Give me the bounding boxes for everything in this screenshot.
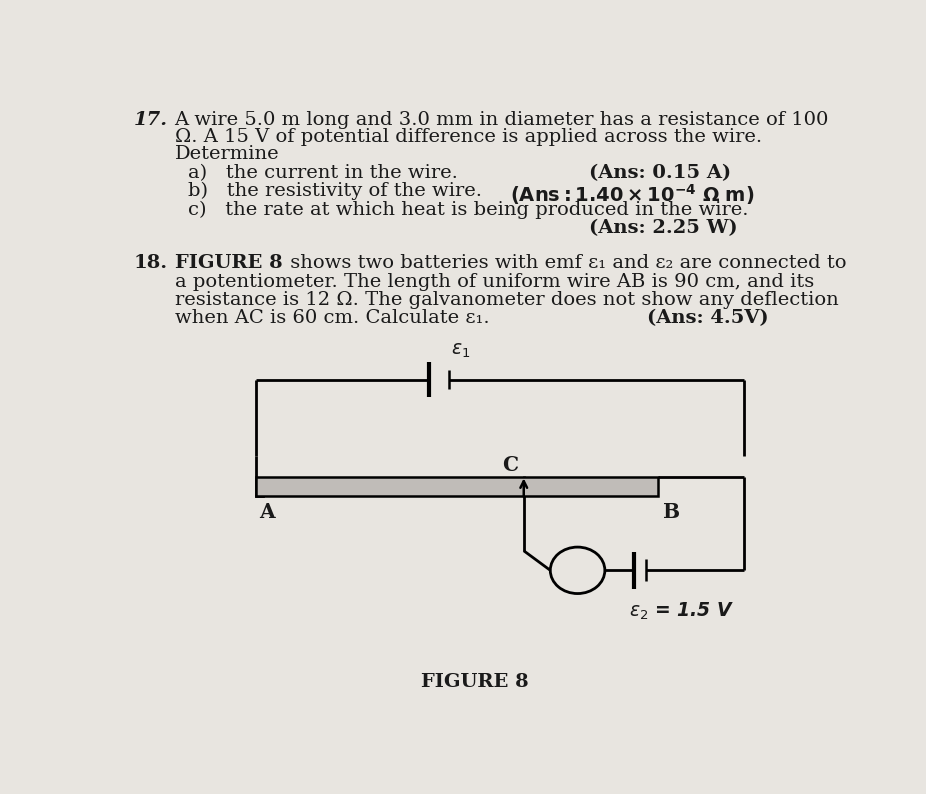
Text: a potentiometer. The length of uniform wire AB is 90 cm, and its: a potentiometer. The length of uniform w… <box>175 272 814 291</box>
Text: Ω. A 15 V of potential difference is applied across the wire.: Ω. A 15 V of potential difference is app… <box>175 128 762 145</box>
Bar <box>256 477 657 495</box>
Text: FIGURE 8: FIGURE 8 <box>420 673 529 691</box>
Text: b)   the resistivity of the wire.: b) the resistivity of the wire. <box>187 182 482 200</box>
Text: (Ans: 4.5V): (Ans: 4.5V) <box>646 310 769 327</box>
Text: 18.: 18. <box>133 254 168 272</box>
Text: C: C <box>502 455 519 475</box>
Text: c)   the rate at which heat is being produced in the wire.: c) the rate at which heat is being produ… <box>187 200 748 218</box>
Text: Determine: Determine <box>175 145 280 163</box>
Text: B: B <box>663 502 681 522</box>
Text: 17.: 17. <box>133 110 168 129</box>
Text: (Ans: 2.25 W): (Ans: 2.25 W) <box>590 219 738 237</box>
Text: when AC is 60 cm. Calculate ε₁.: when AC is 60 cm. Calculate ε₁. <box>175 310 489 327</box>
Text: FIGURE 8: FIGURE 8 <box>175 254 282 272</box>
Text: $\mathbf{(Ans: 1.40 \times 10^{-4}\ \Omega\ m)}$: $\mathbf{(Ans: 1.40 \times 10^{-4}\ \Ome… <box>510 182 755 207</box>
Text: a)   the current in the wire.: a) the current in the wire. <box>187 164 457 182</box>
Text: $\varepsilon_1$: $\varepsilon_1$ <box>451 341 470 360</box>
Text: shows two batteries with emf ε₁ and ε₂ are connected to: shows two batteries with emf ε₁ and ε₂ a… <box>284 254 847 272</box>
Text: (Ans: 0.15 A): (Ans: 0.15 A) <box>590 164 732 182</box>
Text: resistance is 12 Ω. The galvanometer does not show any deflection: resistance is 12 Ω. The galvanometer doe… <box>175 291 838 309</box>
Text: A wire 5.0 m long and 3.0 mm in diameter has a resistance of 100: A wire 5.0 m long and 3.0 mm in diameter… <box>175 110 829 129</box>
Text: A: A <box>259 502 275 522</box>
Text: $\varepsilon_2$ = 1.5 V: $\varepsilon_2$ = 1.5 V <box>629 601 733 622</box>
